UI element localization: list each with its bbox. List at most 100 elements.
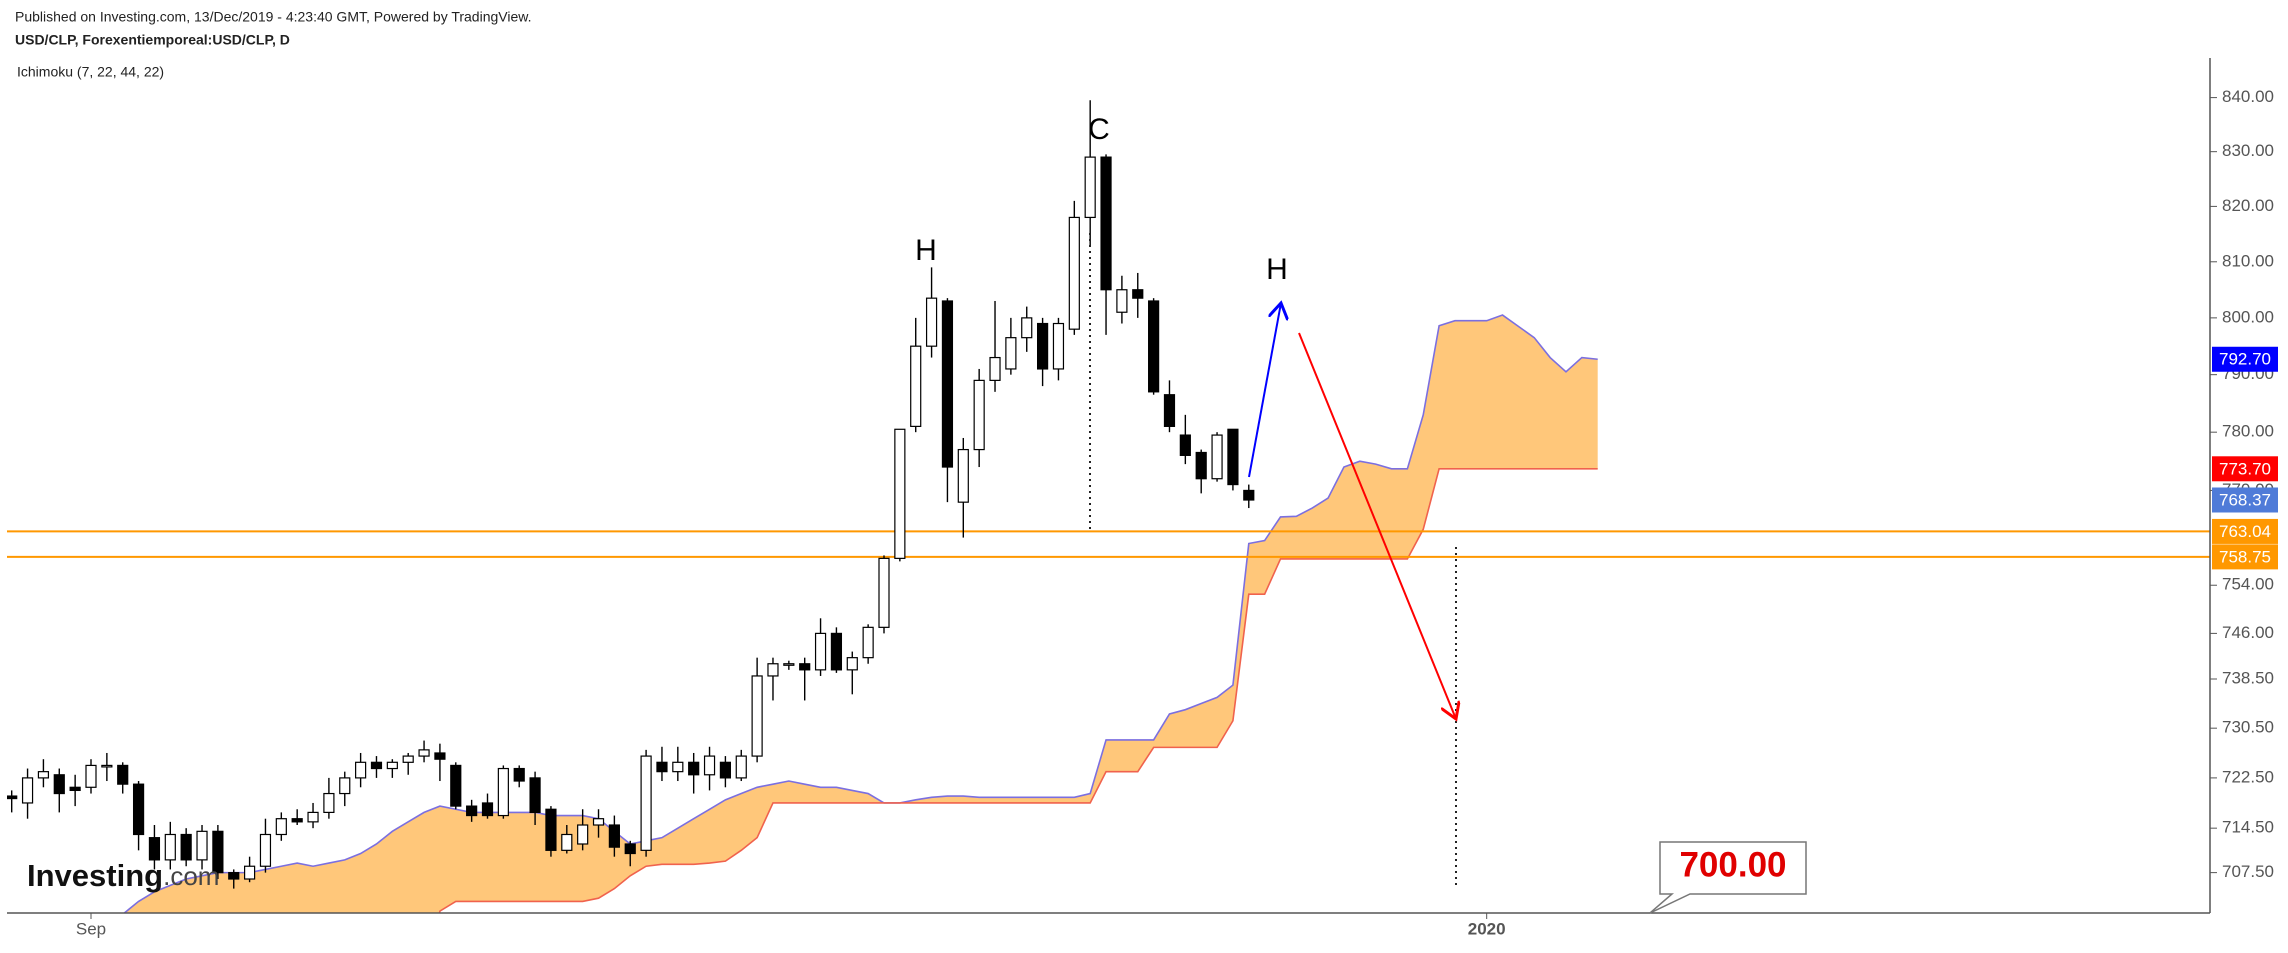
candle-body [1052,322,1065,370]
candle-body [1163,394,1176,427]
candle-body [7,795,18,800]
candle-body [672,761,684,773]
candle-body [53,774,65,795]
callout-box [1649,841,1807,914]
up-arrow [1248,303,1281,478]
candle-body [577,824,589,845]
candle-body [894,428,906,559]
y-tick-label: 738.50 [2222,668,2274,687]
candle-body [1036,322,1049,370]
x-tick-label: 2020 [1468,919,1506,938]
pattern-label: C [1088,113,1110,146]
candle-body [862,626,874,659]
candle-body [434,752,446,760]
y-tick-label: 714.50 [2222,818,2274,837]
y-tick-label: 800.00 [2222,307,2274,326]
y-tick-label: 754.00 [2222,575,2274,594]
y-tick-label: 830.00 [2222,141,2274,160]
y-tick-label: 840.00 [2222,87,2274,106]
y-tick-label: 730.50 [2222,718,2274,737]
published-note: Published on Investing.com, 13/Dec/2019 … [15,9,531,25]
price-label-box [2212,346,2278,372]
candle-body [307,811,319,823]
price-label: 758.75 [2219,547,2271,566]
indicator-label: Ichimoku (7, 22, 44, 22) [17,64,164,80]
pattern-label: H [915,234,937,267]
candle-body [1116,289,1128,313]
candle-body [767,663,779,677]
candle-body [656,761,668,773]
candle-body [545,808,557,851]
candle-body [101,764,113,768]
candle-body [973,379,985,451]
candle-body [703,755,716,776]
candle-body [1068,216,1080,330]
candle-body [513,767,525,782]
candle-body [481,802,494,817]
candle-body [1179,434,1191,456]
y-tick-label: 810.00 [2222,251,2274,270]
y-tick-label: 707.50 [2222,862,2274,881]
candle-body [1211,434,1223,480]
candle-body [799,663,811,671]
cloud-span-a [123,314,1598,913]
candle-body [719,761,732,779]
candle-body [878,557,890,628]
candle-body [1195,451,1207,480]
logo-main: Investing [27,858,163,893]
price-label: 792.70 [2219,350,2271,369]
candle-body [450,764,462,807]
pattern-label: H [1266,253,1288,286]
candle-body [957,448,969,503]
candle-body [846,657,858,671]
y-tick-label: 820.00 [2222,196,2274,215]
candle-body [180,833,192,861]
candle-body [386,761,398,770]
candle-body [69,786,81,792]
cloud-fill [124,315,1598,913]
price-label-box [2212,544,2278,570]
candle-body [1243,489,1255,501]
price-label: 773.70 [2219,459,2271,478]
price-label: 768.37 [2219,490,2271,509]
candle-body [85,764,97,788]
candle-body [132,783,145,836]
logo-suffix: .com [163,861,219,891]
down-arrow [1298,332,1456,719]
candle-body [402,755,414,763]
candle-body [259,833,272,867]
plot-area [7,100,2210,913]
candle-body [751,675,763,757]
price-label: 763.04 [2219,522,2271,541]
candle-body [323,792,335,813]
price-label-box [2212,518,2278,544]
y-tick-label: 722.50 [2222,767,2274,786]
candle-body [1005,337,1017,370]
candle-body [1084,156,1096,219]
candle-body [592,818,605,826]
callout-text: 700.00 [1679,845,1786,884]
y-tick-label: 780.00 [2222,422,2274,441]
candle-body [370,761,383,770]
candle-body [640,755,652,851]
cloud-span-b [438,467,1598,913]
candle-body [529,777,541,813]
candle-body [989,356,1001,381]
candle-body [418,749,430,757]
candle-body [148,837,161,861]
candle-body [1021,317,1033,339]
candle-body [830,632,843,671]
candle-body [1100,156,1112,291]
candle-body [21,777,34,804]
candle-body [1132,289,1144,299]
candle-body [164,833,176,861]
candle-body [117,764,129,785]
candle-body [1148,300,1160,393]
candle-body [244,865,256,880]
x-tick-label: Sep [76,919,106,938]
price-label-box [2212,456,2278,482]
candle-body [561,833,573,851]
candle-body [941,300,954,468]
candle-body [355,761,367,779]
